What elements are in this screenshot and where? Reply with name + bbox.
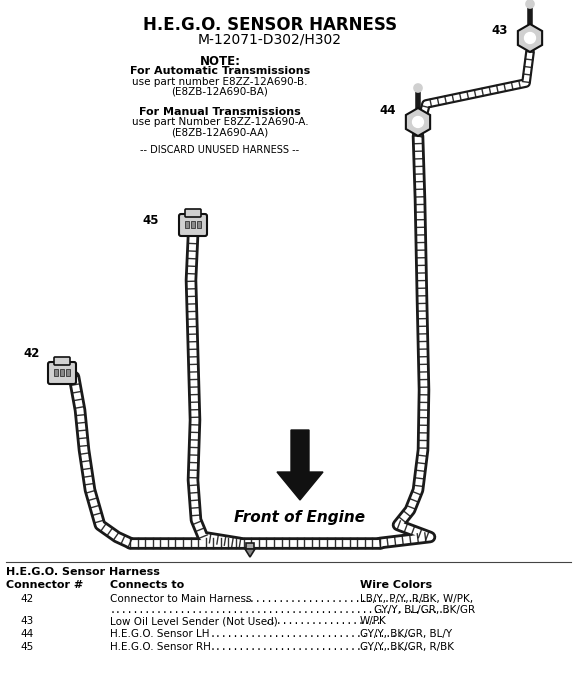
Text: 43: 43 <box>20 616 33 626</box>
Text: 45: 45 <box>143 214 159 227</box>
Text: Connects to: Connects to <box>110 580 184 590</box>
Text: GY/Y, BK/GR, BL/Y: GY/Y, BK/GR, BL/Y <box>360 629 452 639</box>
Text: Connector to Main Harness: Connector to Main Harness <box>110 594 252 604</box>
Text: (E8ZB-12A690-BA): (E8ZB-12A690-BA) <box>171 86 268 97</box>
FancyBboxPatch shape <box>185 209 201 217</box>
Text: Wire Colors: Wire Colors <box>360 580 432 590</box>
Text: M-12071-D302/H302: M-12071-D302/H302 <box>198 32 342 46</box>
Bar <box>54 369 58 376</box>
Bar <box>60 369 64 376</box>
Text: 45: 45 <box>20 642 33 652</box>
Text: H.E.G.O. Sensor Harness: H.E.G.O. Sensor Harness <box>6 567 160 577</box>
FancyArrow shape <box>277 430 323 500</box>
Text: W/PK: W/PK <box>360 616 387 626</box>
Text: LB/Y, P/Y, R/BK, W/PK,: LB/Y, P/Y, R/BK, W/PK, <box>360 594 473 604</box>
FancyBboxPatch shape <box>54 357 70 365</box>
Circle shape <box>414 84 422 92</box>
Text: Front of Engine: Front of Engine <box>234 510 366 525</box>
Text: Connector #: Connector # <box>6 580 83 590</box>
Text: Low Oil Level Sender (Not Used): Low Oil Level Sender (Not Used) <box>110 616 278 626</box>
Circle shape <box>524 32 535 44</box>
Text: use part Number E8ZZ-12A690-A.: use part Number E8ZZ-12A690-A. <box>132 117 308 127</box>
FancyBboxPatch shape <box>179 214 207 236</box>
Text: -- DISCARD UNUSED HARNESS --: -- DISCARD UNUSED HARNESS -- <box>140 144 299 155</box>
Text: GY/Y, BK/GR, R/BK: GY/Y, BK/GR, R/BK <box>360 642 454 652</box>
Text: For Manual Transmissions: For Manual Transmissions <box>139 106 301 117</box>
Text: 43: 43 <box>492 23 508 37</box>
Text: For Automatic Transmissions: For Automatic Transmissions <box>130 66 310 76</box>
Text: GY/Y, BL/GR, BK/GR: GY/Y, BL/GR, BK/GR <box>374 605 475 615</box>
Polygon shape <box>518 24 542 52</box>
FancyBboxPatch shape <box>48 362 76 384</box>
Bar <box>197 221 201 228</box>
Text: 44: 44 <box>20 629 33 639</box>
Text: 44: 44 <box>380 104 396 117</box>
Text: use part number E8ZZ-12A690-B.: use part number E8ZZ-12A690-B. <box>132 77 308 86</box>
Text: ..........................................................: ........................................… <box>110 605 451 615</box>
Text: H.E.G.O. Sensor LH: H.E.G.O. Sensor LH <box>110 629 209 639</box>
Polygon shape <box>245 549 255 557</box>
Text: H.E.G.O. Sensor RH: H.E.G.O. Sensor RH <box>110 642 211 652</box>
Text: 42: 42 <box>20 594 33 604</box>
Circle shape <box>413 117 424 127</box>
Bar <box>185 221 189 228</box>
Bar <box>246 543 254 549</box>
Text: (E8ZB-12A690-AA): (E8ZB-12A690-AA) <box>171 127 269 137</box>
Text: ...................................: ................................... <box>210 642 415 652</box>
Circle shape <box>526 0 534 8</box>
Bar <box>191 221 195 228</box>
Polygon shape <box>406 108 430 136</box>
Bar <box>66 369 70 376</box>
Text: ................................: ................................ <box>244 594 432 604</box>
Text: ....................: .................... <box>265 616 383 626</box>
Text: H.E.G.O. SENSOR HARNESS: H.E.G.O. SENSOR HARNESS <box>143 16 397 34</box>
Text: ...................................: ................................... <box>210 629 415 639</box>
Text: 42: 42 <box>24 346 40 359</box>
Text: NOTE:: NOTE: <box>200 55 241 68</box>
